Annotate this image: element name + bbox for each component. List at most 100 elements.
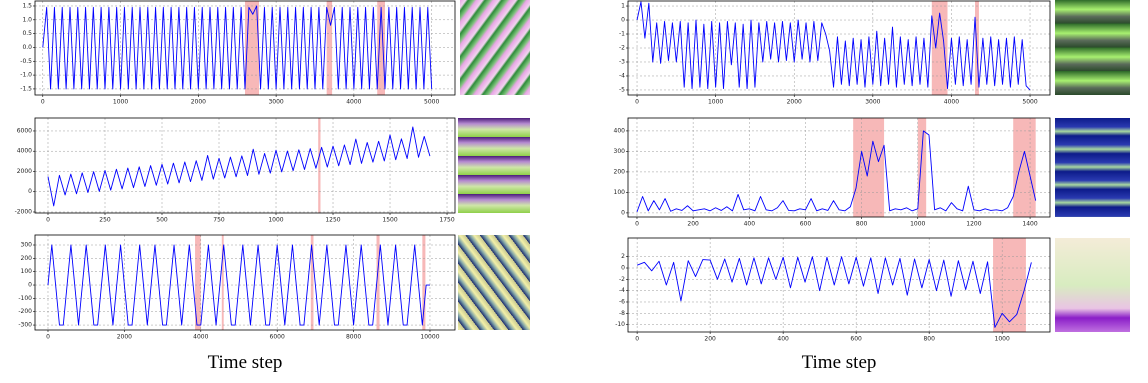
x-tick-label: 200 <box>687 221 699 228</box>
anomaly-region <box>1013 118 1036 217</box>
x-axis-label: Time step <box>802 352 877 373</box>
y-tick-label: 0 <box>621 265 625 272</box>
series-line <box>636 1 1031 91</box>
y-tick-label: -6 <box>619 298 625 305</box>
anomaly-region <box>221 235 224 330</box>
heatmap-image <box>460 0 530 95</box>
x-tick-label: 0 <box>635 336 639 343</box>
y-tick-label: -300 <box>18 322 32 329</box>
x-tick-label: 4000 <box>193 334 208 341</box>
anomaly-region <box>422 235 426 330</box>
series-line <box>636 256 1032 328</box>
x-tick-label: 4000 <box>346 99 361 106</box>
y-tick-label: 6000 <box>17 127 32 134</box>
x-tick-label: 250 <box>99 217 111 224</box>
plot-frame <box>34 234 456 331</box>
series-line <box>47 244 430 326</box>
y-tick-label: 0.0 <box>22 44 32 51</box>
y-tick-label: -5 <box>619 86 625 93</box>
chart-panel: 0 200 400 600 800 1000 -10 -8 -6 -4 -2 0 2 Time step <box>615 237 1051 373</box>
x-tick-label: 5000 <box>424 99 439 106</box>
plot-frame <box>627 117 1051 218</box>
x-tick-label: 1000 <box>910 221 925 228</box>
y-tick-label: 2 <box>621 253 625 260</box>
chart-panel: 0 200 400 600 800 1000 1200 1400 0 100 200 300 400 <box>614 117 1051 228</box>
y-tick-label: 1 <box>621 3 625 10</box>
y-tick-label: -2000 <box>15 208 33 215</box>
y-tick-label: -3 <box>619 58 625 65</box>
heatmap-image <box>1055 118 1130 217</box>
heatmap-image <box>458 235 530 330</box>
anomaly-region <box>318 118 321 213</box>
plot-content <box>35 235 455 330</box>
heatmap-image <box>458 118 530 213</box>
x-tick-label: 2000 <box>117 334 132 341</box>
x-tick-label: 1200 <box>966 221 981 228</box>
plot-content <box>628 118 1050 217</box>
heatmap-image <box>1055 238 1130 332</box>
y-tick-label: 300 <box>21 242 33 249</box>
anomaly-region <box>993 238 1026 332</box>
x-tick-label: 3000 <box>865 99 880 106</box>
x-tick-label: 1000 <box>113 99 128 106</box>
y-tick-label: 1.0 <box>22 16 32 23</box>
x-tick-label: 3000 <box>268 99 283 106</box>
anomaly-region <box>377 1 385 95</box>
x-tick-label: 800 <box>923 336 935 343</box>
y-tick-label: 200 <box>21 255 33 262</box>
plot-frame <box>627 237 1051 333</box>
x-tick-label: 600 <box>850 336 862 343</box>
x-tick-label: 0 <box>635 99 639 106</box>
x-tick-label: 0 <box>41 99 45 106</box>
plot-content <box>628 1 1050 95</box>
x-tick-label: 2000 <box>787 99 802 106</box>
x-tick-label: 750 <box>213 217 225 224</box>
chart-panel: 0 1000 2000 3000 4000 5000 -5 -4 -3 -2 -1 0 1 <box>619 0 1051 106</box>
y-tick-label: -2 <box>619 276 625 283</box>
anomaly-region <box>917 118 927 217</box>
y-tick-label: 0 <box>621 209 625 216</box>
plot-content <box>35 1 455 95</box>
anomaly-region <box>195 235 201 330</box>
x-tick-label: 1250 <box>325 217 340 224</box>
heatmap-image <box>1055 0 1130 95</box>
x-tick-label: 0 <box>46 217 50 224</box>
x-tick-label: 0 <box>46 334 50 341</box>
y-tick-label: 0 <box>621 17 625 24</box>
x-tick-label: 5000 <box>1022 99 1037 106</box>
x-tick-label: 1750 <box>439 217 454 224</box>
y-tick-label: -4 <box>619 72 625 79</box>
anomaly-region <box>326 1 333 95</box>
series-line <box>47 126 431 207</box>
chart-panel: 0 1000 2000 3000 4000 5000 -1.5 -1.0 -0.5 0.0 0.5 1… <box>20 0 456 106</box>
x-tick-label: 800 <box>856 221 868 228</box>
y-tick-label: -200 <box>18 308 32 315</box>
plot-content <box>628 238 1050 332</box>
anomaly-region <box>376 235 380 330</box>
anomaly-region <box>931 1 948 95</box>
x-tick-label: 0 <box>635 221 639 228</box>
y-tick-label: -100 <box>18 295 32 302</box>
x-tick-label: 8000 <box>346 334 361 341</box>
x-tick-label: 1400 <box>1022 221 1037 228</box>
y-tick-label: 100 <box>21 268 33 275</box>
y-tick-label: -2 <box>619 45 625 52</box>
x-tick-label: 200 <box>704 336 716 343</box>
y-tick-label: -0.5 <box>20 58 32 65</box>
x-tick-label: 500 <box>156 217 168 224</box>
x-tick-label: 400 <box>744 221 756 228</box>
x-tick-label: 1500 <box>382 217 397 224</box>
y-tick-label: -1 <box>619 31 625 38</box>
plot-content <box>35 118 455 213</box>
y-tick-label: 300 <box>614 148 626 155</box>
y-tick-label: -8 <box>619 310 625 317</box>
x-tick-label: 400 <box>777 336 789 343</box>
anomaly-region <box>310 235 314 330</box>
x-axis-label: Time step <box>208 352 283 373</box>
chart-panel: 0 2000 4000 6000 8000 10000 -300 -200 -100 0 100 20… <box>18 234 456 373</box>
x-tick-label: 6000 <box>270 334 285 341</box>
x-tick-label: 600 <box>800 221 812 228</box>
series-line <box>636 130 1037 213</box>
plot-frame <box>34 0 456 96</box>
y-tick-label: 400 <box>614 127 626 134</box>
